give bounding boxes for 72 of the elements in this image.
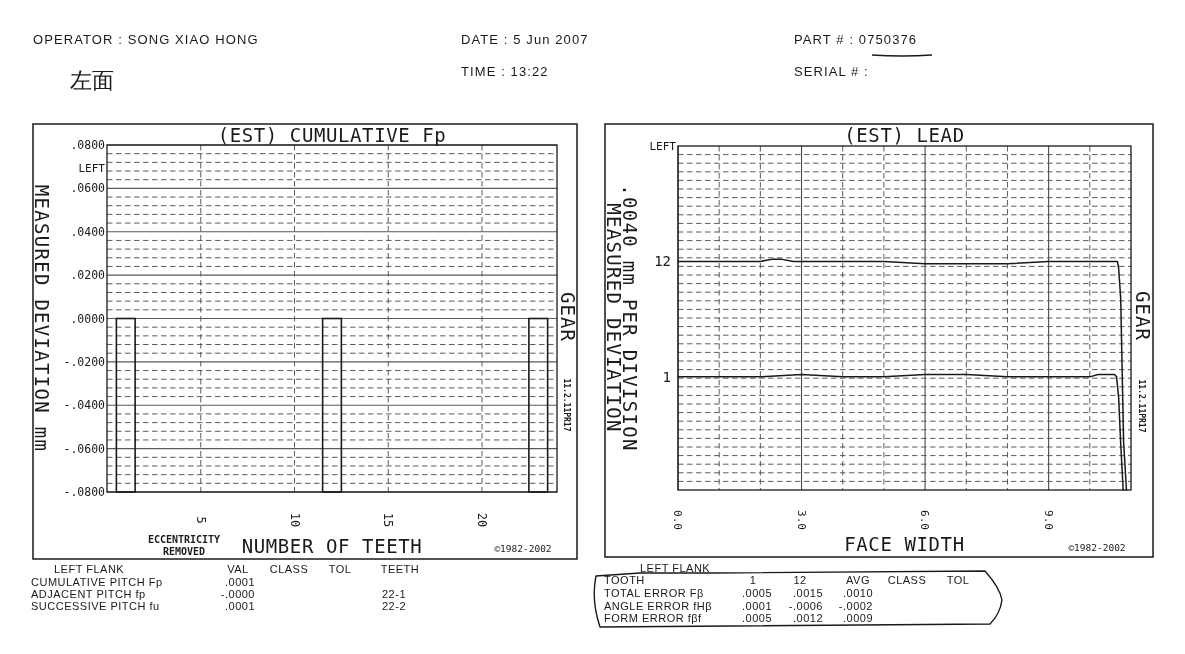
text: ©1982-2002 — [1068, 541, 1126, 553]
text: OPERATOR : SONG XIAO HONG — [33, 31, 259, 47]
text: ADJACENT PITCH fp — [31, 588, 146, 600]
text: VAL — [227, 563, 249, 575]
text: 左面 — [70, 67, 114, 93]
x-tick-label: 3.0 — [795, 510, 809, 530]
text: .0005 — [741, 612, 772, 624]
text: -.0006 — [788, 600, 823, 612]
text: -.0002 — [838, 600, 873, 612]
x-tick-label: 0.0 — [671, 510, 685, 530]
annotation: GEAR — [557, 292, 579, 342]
text: 11.2.11PR17 — [562, 378, 572, 432]
series-label: 1 — [662, 368, 671, 385]
y-tick-label: .0800 — [70, 138, 106, 152]
y-tick-label: .0400 — [70, 224, 106, 239]
y-tick-label: -.0800 — [63, 485, 106, 499]
chart-title: (EST) CUMULATIVE Fp — [217, 124, 447, 146]
text: ANGLE ERROR fHβ — [604, 600, 712, 612]
text: ECCENTRICITY REMOVED — [147, 533, 221, 556]
x-axis-title: FACE WIDTH — [844, 533, 965, 555]
text: -.0000 — [220, 588, 255, 600]
text: .0015 — [792, 587, 823, 599]
y-tick-label: .0200 — [70, 268, 106, 283]
y-tick-label: -.0400 — [63, 398, 106, 413]
x-tick-label: 5 — [193, 516, 208, 524]
text: .0005 — [741, 587, 772, 599]
text: 1 — [749, 574, 757, 586]
y-axis-title: .0040 mm PER DIVISION MEASURED DEVIATION — [602, 184, 641, 452]
text: .0009 — [842, 612, 873, 624]
text: CUMULATIVE PITCH Fp — [31, 576, 163, 588]
y-tick-label: -.0200 — [63, 354, 106, 369]
y-axis-title: MEASURED DEVIATION mm — [31, 184, 53, 453]
text: 22-1 — [382, 588, 407, 600]
y-tick-label: .0600 — [70, 181, 106, 196]
text: AVG — [846, 574, 870, 586]
text: TOL — [328, 563, 352, 575]
text: SUCCESSIVE PITCH fu — [31, 600, 160, 612]
text: FORM ERROR fβf — [604, 612, 703, 624]
text: DATE : 5 Jun 2007 — [461, 31, 589, 47]
text: GEAR — [1132, 291, 1154, 341]
text: .0012 — [792, 612, 823, 624]
text: TOL — [946, 574, 970, 586]
text: .0001 — [224, 600, 255, 612]
text: SERIAL # : — [794, 63, 869, 79]
text: CLASS — [269, 563, 309, 575]
text: TOTAL ERROR Fβ — [604, 587, 704, 599]
text: .0010 — [842, 587, 873, 599]
text: 12 — [793, 574, 807, 586]
chart-title: (EST) LEAD — [844, 124, 965, 146]
text: LEFT FLANK — [640, 562, 711, 574]
y-tick-label: -.0600 — [63, 441, 106, 456]
text: 11.2.11PR17 — [1137, 379, 1147, 433]
x-tick-label: 9.0 — [1042, 510, 1056, 530]
text: ©1982-2002 — [494, 542, 552, 554]
series-label: 12 — [654, 253, 671, 270]
text: LEFT — [78, 161, 106, 175]
x-tick-label: 10 — [287, 512, 302, 528]
text: LEFT — [649, 139, 677, 153]
y-tick-label: .0000 — [70, 311, 106, 326]
x-axis-title: NUMBER OF TEETH — [241, 535, 423, 557]
text: LEFT FLANK — [54, 563, 125, 575]
x-tick-label: 15 — [381, 512, 396, 528]
text: PART # : 0750376 — [794, 31, 918, 47]
x-tick-label: 20 — [475, 512, 489, 528]
x-tick-label: 6.0 — [918, 510, 932, 530]
text: TOOTH — [604, 574, 645, 586]
text: TEETH — [380, 563, 420, 575]
text: CLASS — [887, 574, 927, 586]
text: 22-2 — [382, 600, 407, 612]
text: TIME : 13:22 — [461, 63, 549, 79]
text: .0001 — [224, 576, 255, 588]
text: .0001 — [741, 600, 772, 612]
